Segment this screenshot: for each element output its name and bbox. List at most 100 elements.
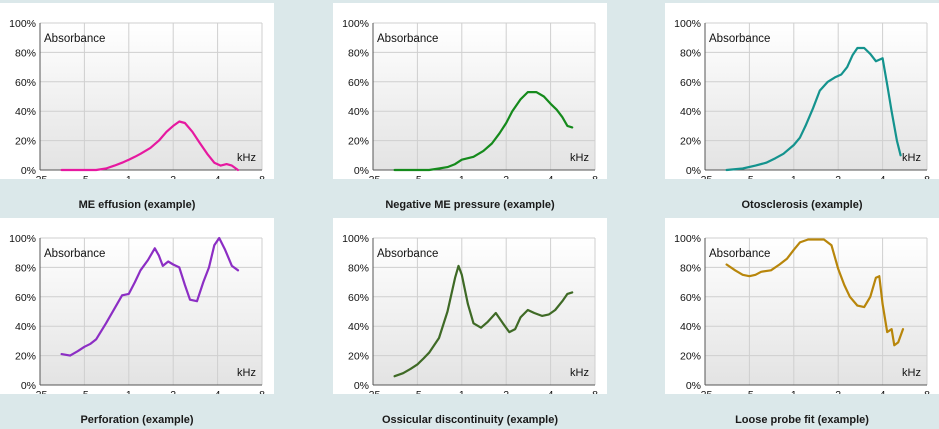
y-tick-label: 100% (9, 233, 36, 245)
absorbance-chart: 0% 20% 40% 60% 80% 100% .25 .5 1 2 4 8 Absorbance kHz (9, 18, 265, 186)
y-tick-label: 60% (15, 77, 36, 89)
y-tick-label: 20% (680, 136, 701, 148)
x-tick-label: .5 (413, 174, 422, 179)
absorbance-series-line (60, 236, 240, 357)
absorbance-series-line (725, 46, 902, 172)
x-tick-label: 4 (880, 174, 886, 179)
y-tick-label: 80% (15, 262, 36, 274)
x-tick-label: .25 (33, 174, 48, 179)
x-tick-label: 4 (880, 389, 886, 394)
y-tick-label: 80% (348, 47, 369, 59)
absorbance-chart: 0% 20% 40% 60% 80% 100% .25 .5 1 2 4 8 Absorbance kHz (9, 233, 265, 401)
y-tick-label: 80% (680, 47, 701, 59)
x-unit-label: kHz (570, 152, 589, 164)
y-tick-label: 0% (686, 165, 701, 177)
y-tick-label: 60% (680, 292, 701, 304)
plot-area (705, 23, 927, 170)
y-axis-label: Absorbance (44, 248, 105, 260)
absorbance-chart: 0% 20% 40% 60% 80% 100% .25 .5 1 2 4 8 Absorbance kHz (674, 233, 930, 401)
y-tick-label: 20% (348, 351, 369, 363)
x-tick-label: 2 (503, 389, 509, 394)
y-axis-label: Absorbance (709, 248, 770, 260)
absorbance-series-line (60, 120, 240, 172)
plot-area (373, 23, 595, 170)
x-tick-label: 2 (835, 389, 841, 394)
y-tick-label: 40% (348, 321, 369, 333)
x-unit-label: kHz (237, 152, 256, 164)
x-tick-label: 1 (459, 174, 465, 179)
y-tick-label: 100% (342, 18, 369, 30)
y-tick-label: 100% (342, 233, 369, 245)
chart-caption: Otosclerosis (example) (741, 199, 863, 211)
x-tick-label: 4 (215, 389, 221, 394)
chart-caption: ME effusion (example) (78, 199, 196, 211)
y-tick-label: 80% (15, 47, 36, 59)
x-tick-label: 1 (126, 389, 132, 394)
x-tick-label: .25 (366, 174, 381, 179)
chart-caption: Negative ME pressure (example) (385, 199, 555, 211)
y-axis-label: Absorbance (44, 33, 105, 45)
y-tick-label: 40% (680, 321, 701, 333)
chart-panel: 0% 20% 40% 60% 80% 100% .25 .5 1 2 4 8 Absorbance kHz (665, 3, 939, 186)
absorbance-series-line (393, 90, 574, 172)
plot-area (40, 23, 262, 170)
absorbance-chart: 0% 20% 40% 60% 80% 100% .25 .5 1 2 4 8 Absorbance kHz (674, 18, 930, 186)
y-tick-label: 20% (15, 351, 36, 363)
y-axis-label: Absorbance (377, 248, 438, 260)
x-tick-label: 1 (126, 174, 132, 179)
y-tick-label: 100% (674, 18, 701, 30)
y-tick-label: 0% (686, 380, 701, 392)
y-axis-label: Absorbance (709, 33, 770, 45)
x-unit-label: kHz (902, 367, 921, 379)
x-tick-label: .5 (745, 174, 754, 179)
y-tick-label: 20% (348, 136, 369, 148)
x-tick-label: 4 (548, 389, 554, 394)
x-unit-label: kHz (902, 152, 921, 164)
x-tick-label: 8 (592, 389, 598, 394)
plot-area (40, 238, 262, 385)
chart-caption: Ossicular discontinuity (example) (381, 414, 559, 426)
x-tick-label: 1 (459, 389, 465, 394)
x-tick-label: 2 (835, 174, 841, 179)
x-unit-label: kHz (237, 367, 256, 379)
x-tick-label: .25 (698, 389, 713, 394)
y-tick-label: 0% (354, 165, 369, 177)
x-tick-label: 1 (791, 174, 797, 179)
y-tick-label: 20% (15, 136, 36, 148)
y-tick-label: 80% (348, 262, 369, 274)
absorbance-series-line (393, 264, 574, 378)
chart-caption: Loose probe fit (example) (735, 414, 869, 426)
chart-panel: 0% 20% 40% 60% 80% 100% .25 .5 1 2 4 8 Absorbance kHz (333, 218, 607, 401)
y-tick-label: 0% (354, 380, 369, 392)
x-tick-label: .25 (366, 389, 381, 394)
x-tick-label: 2 (503, 174, 509, 179)
x-tick-label: 8 (592, 174, 598, 179)
absorbance-series-line (725, 238, 905, 347)
y-tick-label: 0% (21, 380, 36, 392)
y-tick-label: 0% (21, 165, 36, 177)
chart-panel: 0% 20% 40% 60% 80% 100% .25 .5 1 2 4 8 Absorbance kHz (665, 218, 939, 401)
x-tick-label: 4 (215, 174, 221, 179)
x-tick-label: .5 (80, 389, 89, 394)
y-tick-label: 80% (680, 262, 701, 274)
x-tick-label: .25 (698, 174, 713, 179)
x-unit-label: kHz (570, 367, 589, 379)
y-tick-label: 40% (15, 321, 36, 333)
plot-area (373, 238, 595, 385)
y-tick-label: 40% (680, 106, 701, 118)
chart-panel: 0% 20% 40% 60% 80% 100% .25 .5 1 2 4 8 Absorbance kHz (333, 3, 607, 186)
absorbance-chart: 0% 20% 40% 60% 80% 100% .25 .5 1 2 4 8 Absorbance kHz (342, 233, 598, 401)
x-tick-label: 2 (170, 174, 176, 179)
x-tick-label: .25 (33, 389, 48, 394)
y-tick-label: 60% (348, 292, 369, 304)
y-tick-label: 60% (348, 77, 369, 89)
x-tick-label: 2 (170, 389, 176, 394)
plot-area (705, 238, 927, 385)
y-tick-label: 40% (15, 106, 36, 118)
x-tick-label: 8 (259, 389, 265, 394)
chart-caption: Perforation (example) (80, 414, 194, 426)
x-tick-label: 8 (924, 389, 930, 394)
chart-panel: 0% 20% 40% 60% 80% 100% .25 .5 1 2 4 8 Absorbance kHz (0, 218, 274, 401)
y-tick-label: 40% (348, 106, 369, 118)
x-tick-label: 8 (924, 174, 930, 179)
